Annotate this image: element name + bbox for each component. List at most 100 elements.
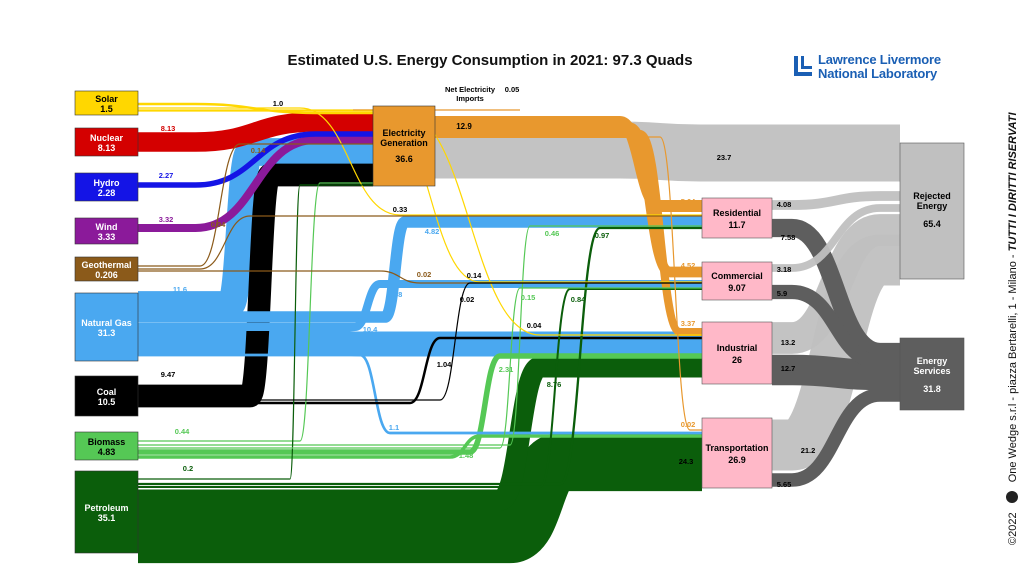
sector-label-transportation: Transportation — [705, 443, 768, 453]
flow-geothermal-to-commercial — [138, 270, 702, 284]
flows-layer — [138, 102, 900, 564]
sink-node-services — [899, 337, 965, 411]
flow-label-solar-to-residential: 0.33 — [393, 205, 408, 214]
rights-text: TUTTI I DIRITTI RISERVATI — [1007, 112, 1019, 252]
sector-value-transportation: 26.9 — [728, 455, 746, 465]
source-value-nuclear: 8.13 — [98, 143, 116, 153]
net-imports-label-line-2: Imports — [456, 94, 484, 103]
source-label-solar: Solar — [95, 94, 118, 104]
flow-natural_gas-to-industrial — [138, 330, 702, 357]
sector-value-commercial: 9.07 — [728, 283, 746, 293]
flow-label-geothermal-to-commercial: 0.02 — [417, 270, 432, 279]
sector-node-industrial — [701, 321, 773, 385]
company-logo-icon — [1006, 491, 1018, 504]
source-value-geothermal: 0.206 — [95, 270, 118, 280]
sink-node-rejected — [899, 142, 965, 280]
flow-label-petroleum-to-residential: 0.97 — [595, 231, 610, 240]
source-node-petroleum — [74, 470, 139, 554]
flow-label-petroleum-to-commercial: 0.84 — [571, 295, 586, 304]
flow-label-solar-to-commercial: 0.14 — [467, 271, 482, 280]
sink-label-2-services: Services — [913, 366, 950, 376]
flow-label-coal-to-electricity: 9.47 — [161, 370, 176, 379]
sink-value-services: 31.8 — [923, 384, 941, 394]
flow-geothermal-to-residential — [138, 215, 702, 270]
flow-label-petroleum-to-industrial: 8.76 — [547, 380, 562, 389]
flow-label-coal-to-industrial: 1.04 — [437, 360, 452, 369]
nodes-layer: Solar1.5Nuclear8.13Hydro2.28Wind3.33Geot… — [74, 85, 965, 554]
flow-label-solar-to-industrial: 0.04 — [527, 321, 542, 330]
company-address: One Wedge s.r.l - piazza Bertarelli, 1 -… — [1007, 251, 1019, 483]
flow-labels-layer: 1.0 0.33 0.14 0.04 8.13 2.27 3.32 0.14 0.04 0.02 1… — [159, 99, 816, 489]
flow-label-natural_gas-to-electricity: 11.6 — [173, 285, 187, 294]
source-label-hydro: Hydro — [93, 178, 120, 188]
sector-label-industrial: Industrial — [717, 343, 758, 353]
flow-natural_gas-to-commercial — [138, 279, 702, 332]
sink-label-1-rejected: Rejected — [913, 191, 951, 201]
copyright-sidebar: ©2022 One Wedge s.r.l - piazza Bertarell… — [1006, 112, 1019, 545]
flow-label-commercial-to-services: 5.9 — [777, 289, 787, 298]
source-label-biomass: Biomass — [88, 437, 126, 447]
flow-natural_gas-to-residential — [138, 216, 702, 323]
flow-biomass-to-transportation — [138, 434, 702, 459]
source-node-biomass — [74, 431, 139, 461]
logo-line-2: National Laboratory — [818, 66, 937, 81]
electricity-generation-node — [372, 105, 436, 187]
flow-petroleum-to-residential — [138, 226, 702, 486]
source-value-coal: 10.5 — [98, 397, 116, 407]
source-node-coal — [74, 375, 139, 417]
flow-biomass-to-commercial — [138, 287, 702, 449]
source-value-natural_gas: 31.3 — [98, 328, 116, 338]
flow-label-industrial-to-services: 12.7 — [781, 364, 796, 373]
source-node-wind — [74, 217, 139, 245]
flow-label-electricity-to-commercial: 4.52 — [681, 261, 696, 270]
flow-residential-to-services — [772, 218, 900, 362]
flow-label-natural_gas-to-residential: 4.82 — [425, 227, 440, 236]
source-label-geothermal: Geothermal — [81, 260, 131, 270]
source-node-nuclear — [74, 127, 139, 157]
flow-label-hydro-to-electricity: 2.27 — [159, 171, 174, 180]
flow-geothermal-to-electricity — [138, 143, 373, 267]
sector-value-residential: 11.7 — [728, 220, 745, 230]
net-imports-label-line-1: Net Electricity — [445, 85, 496, 94]
flow-electricity-to-transportation — [435, 136, 702, 431]
flow-label-residential-to-services: 7.58 — [781, 233, 796, 242]
flow-industrial-to-services — [772, 354, 900, 391]
sector-node-transportation — [701, 417, 773, 489]
copyright-text: ©2022 — [1007, 512, 1019, 545]
flow-electricity-to-rejected — [435, 121, 900, 182]
flow-biomass-to-residential — [138, 225, 702, 446]
flow-label-industrial-to-rejected: 13.2 — [781, 338, 796, 347]
flow-commercial-to-rejected — [772, 204, 900, 272]
flow-label-geothermal-to-electricity: 0.14 — [251, 146, 266, 155]
source-value-wind: 3.33 — [98, 232, 116, 242]
source-value-petroleum: 35.1 — [98, 513, 116, 523]
flow-wind-to-electricity — [138, 136, 373, 232]
flow-label-electricity-to-transportation: 0.02 — [681, 420, 696, 429]
llnl-logo: Lawrence Livermore National Laboratory — [792, 53, 972, 84]
electricity-label-line-1: Electricity — [382, 128, 425, 138]
flow-label-biomass-to-transportation: 1.48 — [459, 451, 474, 460]
source-label-wind: Wind — [96, 222, 118, 232]
flow-coal-to-commercial — [138, 282, 702, 401]
llnl-logo-icon — [792, 54, 814, 80]
source-value-solar: 1.5 — [100, 104, 113, 114]
source-node-geothermal — [74, 256, 139, 282]
sink-label-2-rejected: Energy — [917, 201, 948, 211]
diagram-title: Estimated U.S. Energy Consumption in 202… — [287, 52, 693, 69]
flow-coal-to-industrial — [138, 336, 702, 405]
source-label-nuclear: Nuclear — [90, 133, 124, 143]
flow-residential-to-rejected — [772, 191, 900, 210]
flow-label-electricity-to-rejected: 23.7 — [717, 153, 732, 162]
source-label-natural_gas: Natural Gas — [81, 318, 132, 328]
flow-label-residential-to-rejected: 4.08 — [777, 200, 792, 209]
flow-label-petroleum-to-transportation: 24.3 — [679, 457, 694, 466]
sector-label-commercial: Commercial — [711, 271, 763, 281]
flow-label-transportation-to-services: 5.65 — [777, 480, 792, 489]
flow-label-biomass-to-industrial: 2.31 — [499, 365, 514, 374]
flow-electricity-to-industrial — [435, 129, 702, 337]
flow-transportation-to-services — [772, 388, 900, 487]
source-node-natural_gas — [74, 292, 139, 362]
flow-hydro-to-electricity — [138, 131, 373, 188]
